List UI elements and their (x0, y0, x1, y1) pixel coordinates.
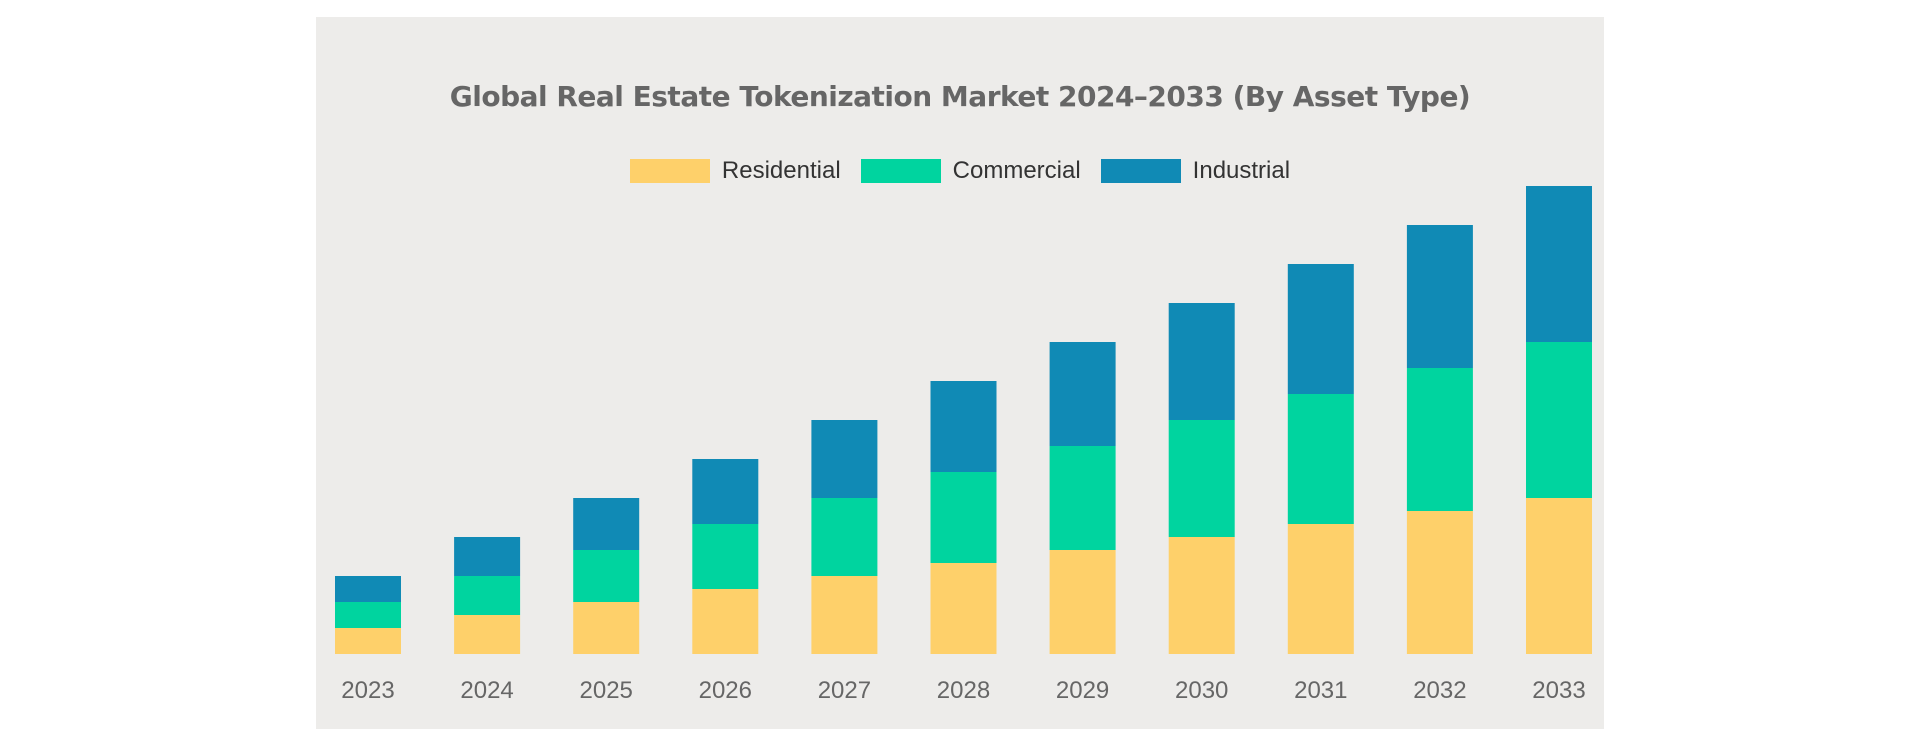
bar-industrial-2031 (1287, 264, 1354, 394)
x-tick-label-2033: 2033 (1532, 677, 1585, 704)
bar-residential-2026 (692, 589, 759, 654)
bar-residential-2024 (454, 615, 521, 654)
bar-residential-2031 (1287, 524, 1354, 654)
bar-residential-2032 (1406, 511, 1473, 654)
x-tick-label-2028: 2028 (937, 677, 990, 704)
legend-label-industrial: Industrial (1192, 157, 1291, 184)
bar-industrial-2023 (335, 576, 401, 602)
x-tick-label-2030: 2030 (1175, 677, 1228, 704)
bar-commercial-2032 (1406, 368, 1473, 511)
x-tick-label-2026: 2026 (699, 677, 752, 704)
legend-item-commercial: Commercial (860, 157, 1081, 185)
bar-commercial-2025 (573, 550, 640, 602)
bar-industrial-2024 (454, 537, 521, 576)
bar-commercial-2024 (454, 576, 521, 615)
x-tick-label-2029: 2029 (1056, 677, 1109, 704)
chart-panel: Global Real Estate Tokenization Market 2… (316, 17, 1604, 729)
bar-commercial-2027 (811, 498, 878, 576)
bar-commercial-2031 (1287, 394, 1354, 524)
bar-residential-2030 (1168, 537, 1235, 654)
legend-label-residential: Residential (721, 157, 841, 184)
bar-residential-2025 (573, 602, 640, 654)
x-tick-label-2031: 2031 (1294, 677, 1347, 704)
bar-residential-2027 (811, 576, 878, 654)
legend-item-residential: Residential (629, 157, 841, 185)
x-tick-label-2025: 2025 (580, 677, 633, 704)
bar-industrial-2029 (1049, 342, 1116, 446)
bar-industrial-2028 (930, 381, 997, 472)
bar-commercial-2033 (1526, 342, 1592, 498)
bar-commercial-2028 (930, 472, 997, 563)
bar-commercial-2030 (1168, 420, 1235, 537)
bar-industrial-2027 (811, 420, 878, 498)
bar-industrial-2030 (1168, 303, 1235, 420)
x-tick-label-2024: 2024 (460, 677, 513, 704)
legend-swatch-residential (629, 159, 710, 183)
legend: Residential Commercial Industrial (316, 157, 1604, 185)
bar-commercial-2029 (1049, 446, 1116, 550)
bar-residential-2029 (1049, 550, 1116, 654)
bar-industrial-2026 (692, 459, 759, 524)
legend-label-commercial: Commercial (952, 157, 1081, 184)
bar-residential-2023 (335, 628, 401, 654)
x-tick-label-2032: 2032 (1413, 677, 1466, 704)
bar-industrial-2033 (1526, 186, 1592, 342)
x-tick-label-2023: 2023 (341, 677, 394, 704)
bar-residential-2028 (930, 563, 997, 654)
chart-title: Global Real Estate Tokenization Market 2… (449, 80, 1471, 113)
x-tick-label-2027: 2027 (818, 677, 871, 704)
bar-commercial-2023 (335, 602, 401, 628)
legend-swatch-commercial (860, 159, 941, 183)
legend-swatch-industrial (1100, 159, 1181, 183)
bar-industrial-2032 (1406, 225, 1473, 368)
plot-area: 2023 2024 2025 2026 2027 2028 2029 2030 2031 2032… (335, 186, 1592, 704)
bar-commercial-2026 (692, 524, 759, 589)
bar-industrial-2025 (573, 498, 640, 550)
bar-residential-2033 (1526, 498, 1592, 654)
legend-item-industrial: Industrial (1100, 157, 1291, 185)
